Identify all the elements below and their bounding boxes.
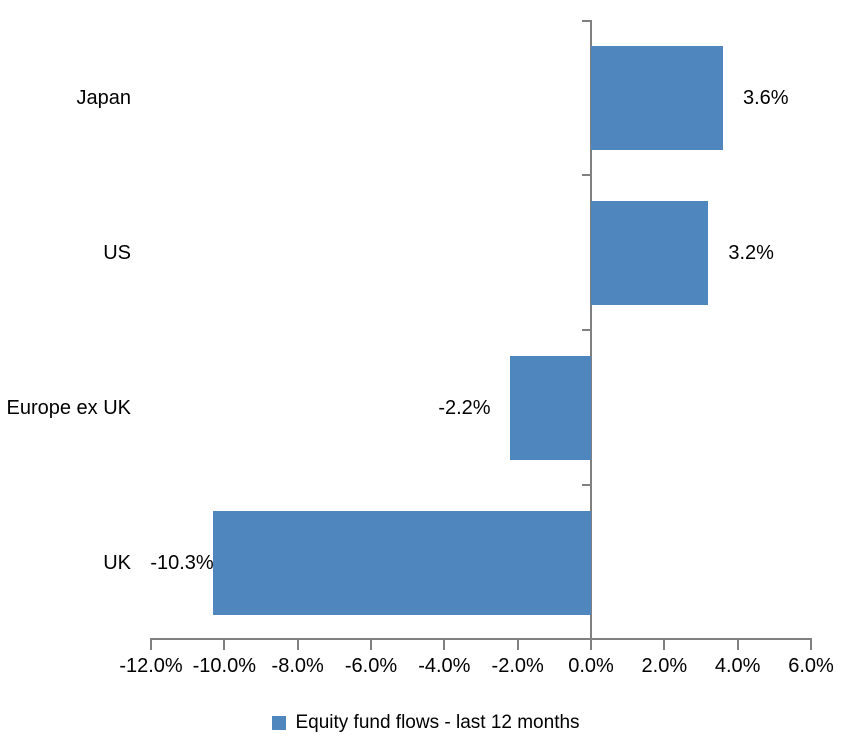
x-axis-tick-label: -10.0% xyxy=(192,655,257,677)
x-axis-tick-label: 4.0% xyxy=(714,655,761,677)
x-axis-tick-label: -12.0% xyxy=(119,655,183,677)
zero-axis-line xyxy=(590,20,592,640)
x-axis-tick xyxy=(443,640,446,650)
x-axis-tick xyxy=(516,640,519,650)
x-axis-tick xyxy=(590,640,592,650)
x-axis-tick-label: -8.0% xyxy=(271,655,324,677)
data-label-japan: 3.6% xyxy=(743,86,789,109)
x-axis-tick-label: 2.0% xyxy=(641,655,688,677)
legend: Equity fund flows - last 12 months xyxy=(0,710,852,736)
x-axis-tick xyxy=(223,640,226,650)
x-axis-tick xyxy=(736,640,739,650)
data-label-uk: -10.3% xyxy=(150,551,214,574)
bar-europe-ex-uk xyxy=(510,355,591,460)
x-axis-tick-label: -6.0% xyxy=(344,655,398,677)
x-axis-tick xyxy=(296,640,299,650)
x-axis-tick-label: -2.0% xyxy=(491,655,544,677)
category-label-japan: Japan xyxy=(76,86,132,109)
bar-uk xyxy=(213,510,591,615)
x-axis-tick xyxy=(150,640,152,650)
x-axis-tick-label: 6.0% xyxy=(788,655,834,677)
bar-japan xyxy=(591,45,723,150)
x-axis-tick xyxy=(663,640,666,650)
category-axis-tick xyxy=(582,20,591,22)
data-label-europe-ex-uk: -2.2% xyxy=(438,396,491,419)
data-label-us: 3.2% xyxy=(728,241,774,264)
category-label-europe-ex-uk: Europe ex UK xyxy=(6,396,131,419)
category-label-us: US xyxy=(103,241,131,264)
legend-swatch xyxy=(272,716,287,730)
category-label-uk: UK xyxy=(103,551,131,574)
bar-us xyxy=(591,200,709,305)
category-axis-tick xyxy=(582,484,591,486)
x-axis-line xyxy=(150,638,812,640)
x-axis-tick-label: -4.0% xyxy=(418,655,471,677)
x-axis-tick-label: 0.0% xyxy=(568,655,614,677)
x-axis-tick xyxy=(810,640,812,650)
category-axis-tick xyxy=(582,329,591,331)
category-axis-tick xyxy=(582,174,591,176)
legend-label: Equity fund flows - last 12 months xyxy=(295,712,580,733)
x-axis-tick xyxy=(370,640,372,650)
